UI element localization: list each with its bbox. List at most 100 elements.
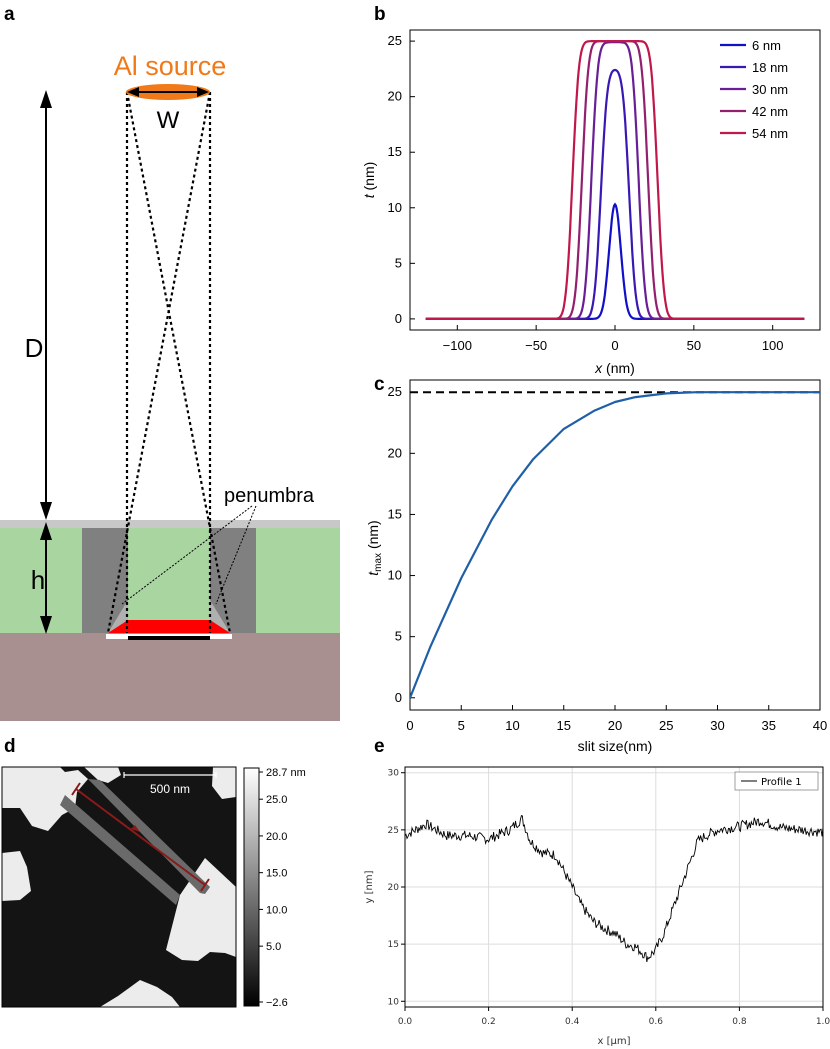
x-tick-label-e: 0.6: [649, 1017, 664, 1027]
y-tick-label-e: 25: [388, 826, 399, 836]
distance-arrowhead-top: [40, 90, 52, 108]
top-membrane: [0, 520, 340, 528]
x-tick-label-c: 15: [557, 718, 571, 733]
axes-frame-b: [409, 29, 821, 331]
panel-label-b: b: [374, 4, 386, 25]
distance-arrowhead-bottom: [40, 502, 52, 520]
y-axis-var-c: t: [365, 571, 381, 576]
y-tick-label-e: 20: [388, 883, 400, 893]
y-axis-var-b: t: [361, 193, 377, 198]
profile-line-end-cap[interactable]: [200, 878, 210, 892]
x-axis-label-e: x [µm]: [597, 1036, 630, 1047]
y-axis-label-c: tmax (nm): [365, 520, 384, 575]
y-axis-unit-b: (nm): [361, 162, 377, 195]
y-tick-label-c: 20: [388, 445, 402, 460]
y-axis-sub-c: max: [373, 553, 384, 572]
y-tick-label-e: 15: [388, 940, 399, 950]
x-tick-label-c: 0: [406, 718, 413, 733]
series-group-e: [405, 814, 823, 963]
penumbra-pointer-left: [121, 505, 253, 605]
y-axis-label-e: y [nm]: [364, 870, 375, 903]
tick-group-b: −100 −50 0 50 100 0 5 10 15 20 25: [388, 33, 784, 353]
x-tick-label-c: 35: [762, 718, 776, 733]
x-tick-label-b: −100: [443, 338, 472, 353]
x-tick-label-c: 25: [659, 718, 673, 733]
x-tick-label-c: 20: [608, 718, 622, 733]
al-source-label: Al source: [114, 51, 227, 81]
y-tick-label-b: 0: [395, 311, 402, 326]
colorbar-ticks: 28.7 nm 25.0 20.0 15.0 10.0 5.0 −2.6: [259, 767, 306, 1009]
legend-label-b: 30 nm: [752, 82, 788, 97]
legend-e: Profile 1: [734, 771, 819, 791]
profile-line-start-cap[interactable]: [71, 782, 81, 796]
colorbar: [243, 767, 260, 1007]
panel-b-chart: −100 −50 0 50 100 0 5 10 15 20 25 6 nm 18 nm 30 nm 42…: [361, 29, 821, 376]
y-tick-label-e: 30: [388, 769, 400, 779]
y-tick-label-c: 0: [395, 690, 402, 705]
x-tick-label-c: 5: [458, 718, 465, 733]
panel-a-schematic: Al source W D h penumbra: [0, 51, 340, 721]
series-line-30-nm: [425, 41, 805, 320]
legend-label-b: 54 nm: [752, 126, 788, 141]
width-arrowhead-left: [127, 87, 139, 97]
colorbar-tick-label: −2.6: [266, 997, 288, 1009]
x-tick-label-e: 0.0: [398, 1017, 413, 1027]
height-arrowhead-bottom: [40, 616, 52, 634]
panel-d-afm-image: 500 nm 28.7 nm 25.0 20.0 15.0 10.0 5.0 −2.6: [1, 766, 306, 1009]
series-group-c: [410, 391, 820, 699]
legend-box-e: [734, 771, 819, 791]
colorbar-tick-label: 28.7 nm: [266, 767, 306, 779]
series-line-6-nm: [425, 202, 805, 320]
colorbar-tick-label: 20.0: [266, 831, 287, 843]
legend-label-b: 42 nm: [752, 104, 788, 119]
y-tick-label-b: 10: [388, 200, 402, 215]
y-axis-label-b: t (nm): [361, 162, 377, 199]
colorbar-tick-label: 25.0: [266, 794, 287, 806]
height-arrowhead-top: [40, 522, 52, 540]
panel-label-a: a: [4, 4, 15, 25]
x-axis-label-b: x (nm): [594, 360, 635, 376]
grid-e: [404, 767, 824, 1007]
tick-group-c: 0 5 10 15 20 25 30 35 40 0 5 10 15 20 25: [388, 384, 828, 733]
penumbra-label: penumbra: [224, 485, 315, 507]
x-tick-label-e: 0.8: [732, 1017, 747, 1027]
colorbar-tick-label: 10.0: [266, 904, 287, 916]
series-line-54-nm: [425, 40, 805, 320]
x-tick-label-b: 100: [762, 338, 784, 353]
y-tick-label-c: 10: [388, 568, 402, 583]
afm-frame: [1, 766, 237, 1008]
legend-label-b: 6 nm: [752, 38, 781, 53]
profile-direction-arrow: [131, 825, 140, 832]
profile-line[interactable]: [75, 788, 206, 886]
x-axis-unit-b: (nm): [602, 360, 635, 376]
scale-bar-label: 500 nm: [150, 782, 190, 796]
x-tick-label-e: 0.4: [565, 1017, 580, 1027]
resist-layer: [0, 528, 340, 633]
x-tick-label-c: 40: [813, 718, 827, 733]
y-tick-label-c: 5: [395, 629, 402, 644]
series-line-18-nm: [425, 68, 805, 320]
distance-label: D: [25, 333, 44, 363]
y-axis-unit-c: (nm): [365, 520, 381, 553]
x-tick-label-b: 50: [687, 338, 701, 353]
panel-label-d: d: [4, 736, 16, 757]
legend-b: 6 nm 18 nm 30 nm 42 nm 54 nm: [720, 38, 788, 141]
y-tick-label-c: 25: [388, 384, 402, 399]
legend-label-b: 18 nm: [752, 60, 788, 75]
x-tick-label-b: 0: [611, 338, 618, 353]
series-group-b: [425, 40, 805, 320]
legend-label-profile-1: Profile 1: [761, 777, 802, 788]
deposit-trapezoid: [108, 620, 230, 633]
colorbar-tick-label: 15.0: [266, 868, 287, 880]
tick-group-e: 0.0 0.2 0.4 0.6 0.8 1.0 10 15 20 25 30: [388, 769, 830, 1027]
x-axis-var-b: x: [594, 360, 603, 376]
panel-c-chart: 0 5 10 15 20 25 30 35 40 0 5 10 15 20 25 slit size(nm)…: [365, 379, 828, 754]
ray-lines: [106, 91, 232, 634]
panel-label-e: e: [374, 736, 385, 757]
series-line-profile-1: [405, 814, 823, 963]
deposit-base-black: [128, 636, 210, 640]
x-axis-label-c: slit size(nm): [578, 738, 653, 754]
x-tick-label-e: 0.2: [481, 1017, 495, 1027]
y-tick-label-c: 15: [388, 506, 402, 521]
